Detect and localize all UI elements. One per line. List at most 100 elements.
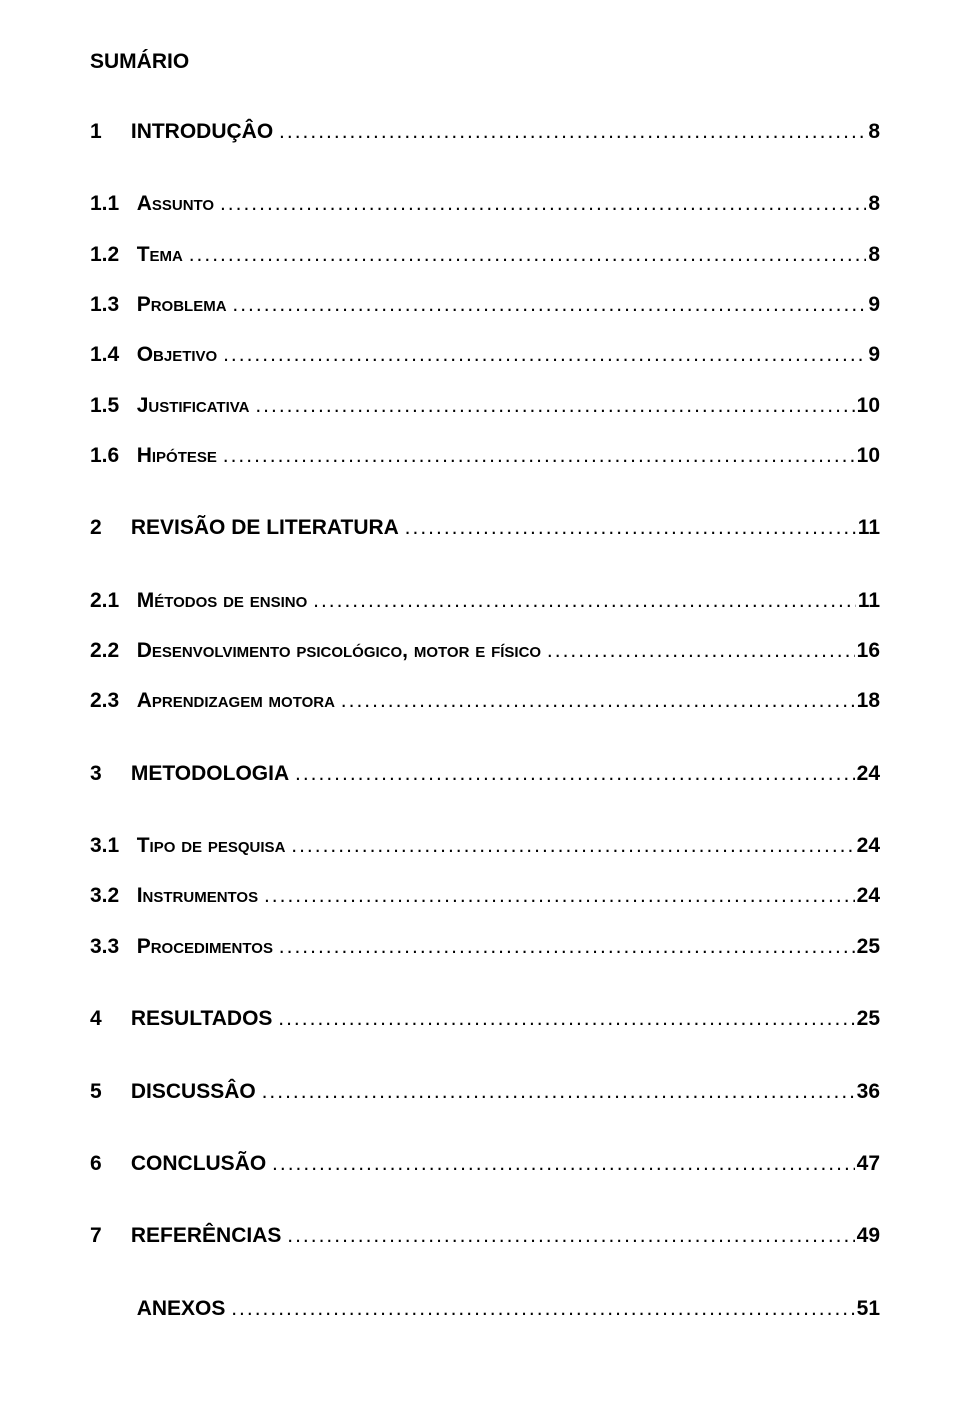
- toc-entry: 2 REVISÃO DE LITERATURA ................…: [90, 514, 880, 542]
- toc-entry-label: RESULTADOS: [131, 1005, 273, 1033]
- toc-entry-page: 8: [866, 118, 880, 146]
- toc-dot-leader: ........................................…: [232, 291, 866, 319]
- toc-dot-leader: ........................................…: [291, 832, 854, 860]
- toc-dot-leader: ........................................…: [223, 341, 866, 369]
- toc-entry-number: 6: [90, 1150, 131, 1178]
- toc-entry-label: Desenvolvimento psicológico, motor e fís…: [137, 637, 541, 665]
- toc-entry-number: 1: [90, 118, 131, 146]
- toc-entry-number: 1.6: [90, 442, 137, 470]
- toc-entry: 5 DISCUSSÂO ............................…: [90, 1078, 880, 1106]
- toc-entry-label: ANEXOS: [137, 1295, 226, 1323]
- toc-dot-leader: ........................................…: [313, 587, 856, 615]
- toc-entry-number: 3.2: [90, 882, 137, 910]
- toc-entry-label: Assunto: [137, 190, 214, 218]
- toc-entry-page: 25: [855, 1005, 880, 1033]
- toc-dot-leader: ........................................…: [287, 1222, 854, 1250]
- toc-dot-leader: ........................................…: [255, 392, 854, 420]
- document-page: SUMÁRIO 1 INTRODUÇÂO ...................…: [0, 0, 960, 1427]
- toc-entry-label: Tema: [137, 241, 183, 269]
- toc-entry-number: 1.2: [90, 241, 137, 269]
- toc-entry-label: Justificativa: [137, 392, 250, 420]
- toc-dot-leader: ........................................…: [262, 1078, 855, 1106]
- toc-entry: 1.2 Tema ...............................…: [90, 241, 880, 269]
- toc-dot-leader: ........................................…: [189, 241, 867, 269]
- toc-entry: 3.1 Tipo de pesquisa ...................…: [90, 832, 880, 860]
- toc-entry-page: 8: [866, 190, 880, 218]
- toc-entry-page: 18: [855, 687, 880, 715]
- toc-entry: 2.1 Métodos de ensino ..................…: [90, 587, 880, 615]
- toc-entry-number: 3.3: [90, 933, 137, 961]
- toc-entry: 1.1 Assunto ............................…: [90, 190, 880, 218]
- toc-entry-number: 2: [90, 514, 131, 542]
- toc-entry-number: 2.2: [90, 637, 137, 665]
- toc-dot-leader: ........................................…: [547, 637, 855, 665]
- toc-entry-page: 16: [855, 637, 880, 665]
- toc-entry-page: 24: [855, 760, 880, 788]
- toc-entry-label: Métodos de ensino: [137, 587, 308, 615]
- toc-dot-leader: ........................................…: [223, 442, 855, 470]
- toc-entry: 3 METODOLOGIA ..........................…: [90, 760, 880, 788]
- toc-dot-leader: ........................................…: [295, 760, 855, 788]
- toc-dot-leader: ........................................…: [341, 687, 855, 715]
- toc-entry: 2.2 Desenvolvimento psicológico, motor e…: [90, 637, 880, 665]
- toc-entry-page: 49: [855, 1222, 880, 1250]
- toc-entry-page: 25: [855, 933, 880, 961]
- toc-entry-page: 11: [856, 514, 880, 542]
- toc-entry-page: 51: [855, 1295, 880, 1323]
- toc-entry-label: INTRODUÇÂO: [131, 118, 273, 146]
- toc-entry-page: 24: [855, 832, 880, 860]
- toc-entry: 1 INTRODUÇÂO ...........................…: [90, 118, 880, 146]
- toc-entry: 6 CONCLUSÃO ............................…: [90, 1150, 880, 1178]
- toc-dot-leader: ........................................…: [279, 118, 866, 146]
- toc-entry-number: 5: [90, 1078, 131, 1106]
- table-of-contents: 1 INTRODUÇÂO ...........................…: [90, 118, 880, 1323]
- toc-entry: 1.6 Hipótese ...........................…: [90, 442, 880, 470]
- toc-entry-label: METODOLOGIA: [131, 760, 289, 788]
- toc-entry-label: Tipo de pesquisa: [137, 832, 286, 860]
- toc-dot-leader: ........................................…: [264, 882, 855, 910]
- toc-entry-page: 10: [855, 442, 880, 470]
- toc-entry-label: Objetivo: [137, 341, 218, 369]
- toc-dot-leader: ........................................…: [279, 933, 855, 961]
- toc-entry-number: 1.3: [90, 291, 137, 319]
- toc-dot-leader: ........................................…: [231, 1295, 854, 1323]
- toc-entry-number: 1.5: [90, 392, 137, 420]
- toc-entry: 7 REFERÊNCIAS ..........................…: [90, 1222, 880, 1250]
- toc-entry-page: 8: [866, 241, 880, 269]
- toc-entry: 3.3 Procedimentos ......................…: [90, 933, 880, 961]
- toc-dot-leader: ........................................…: [405, 514, 856, 542]
- toc-entry-page: 11: [856, 587, 880, 615]
- toc-entry-label: Instrumentos: [137, 882, 258, 910]
- toc-entry-label: CONCLUSÃO: [131, 1150, 266, 1178]
- toc-group-gap: [90, 983, 880, 1005]
- toc-entry-number: 3.1: [90, 832, 137, 860]
- toc-dot-leader: ........................................…: [220, 190, 866, 218]
- toc-entry: 1.4 Objetivo ...........................…: [90, 341, 880, 369]
- toc-entry-number: 1.1: [90, 190, 137, 218]
- toc-entry-number: 2.3: [90, 687, 137, 715]
- toc-entry-label: DISCUSSÂO: [131, 1078, 256, 1106]
- toc-group-gap: [90, 492, 880, 514]
- toc-entry-number: 1.4: [90, 341, 137, 369]
- toc-entry-page: 9: [866, 291, 880, 319]
- toc-entry-label: Aprendizagem motora: [137, 687, 335, 715]
- toc-entry-number: [90, 1295, 137, 1323]
- toc-group-gap: [90, 738, 880, 760]
- toc-entry: 2.3 Aprendizagem motora ................…: [90, 687, 880, 715]
- toc-entry-label: Procedimentos: [137, 933, 273, 961]
- toc-dot-leader: ........................................…: [272, 1150, 855, 1178]
- toc-entry-label: REFERÊNCIAS: [131, 1222, 282, 1250]
- toc-dot-leader: ........................................…: [278, 1005, 854, 1033]
- toc-entry-number: 3: [90, 760, 131, 788]
- toc-entry: 4 RESULTADOS ...........................…: [90, 1005, 880, 1033]
- toc-entry-page: 36: [855, 1078, 880, 1106]
- toc-entry-number: 2.1: [90, 587, 137, 615]
- page-title: SUMÁRIO: [90, 50, 880, 74]
- toc-entry: 1.3 Problema ...........................…: [90, 291, 880, 319]
- toc-entry-page: 24: [855, 882, 880, 910]
- toc-entry-page: 10: [855, 392, 880, 420]
- toc-entry-label: REVISÃO DE LITERATURA: [131, 514, 399, 542]
- toc-entry: ANEXOS .................................…: [90, 1295, 880, 1323]
- toc-entry-page: 47: [855, 1150, 880, 1178]
- toc-entry: 3.2 Instrumentos .......................…: [90, 882, 880, 910]
